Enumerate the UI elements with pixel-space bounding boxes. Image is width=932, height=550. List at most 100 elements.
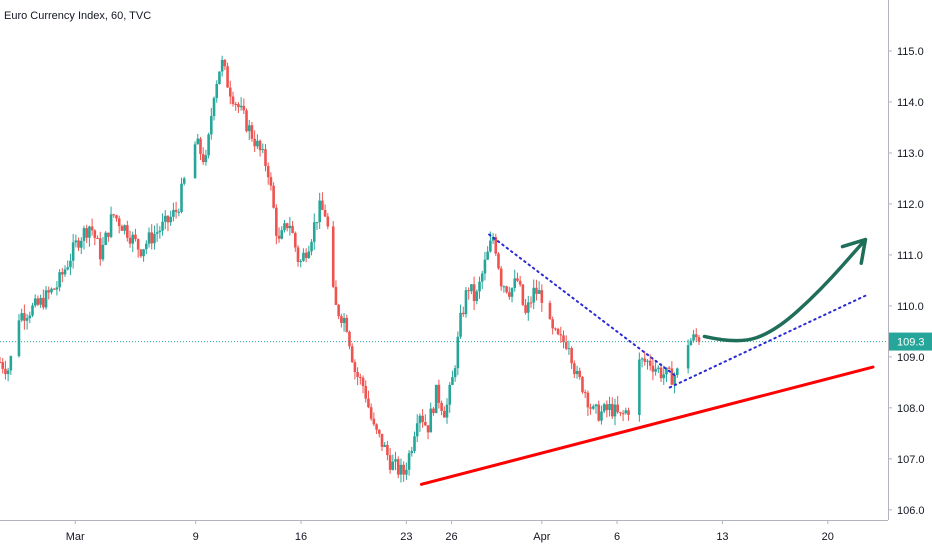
- candle-body: [128, 237, 132, 244]
- candle-body: [621, 413, 625, 415]
- candle-body: [25, 318, 29, 321]
- candle-body: [77, 240, 80, 248]
- candle-body: [231, 96, 235, 104]
- candle-body: [440, 402, 443, 411]
- candle-body: [288, 225, 292, 229]
- candle-body: [237, 104, 240, 108]
- candle-body: [421, 415, 424, 422]
- candle-body: [459, 312, 462, 337]
- candle-body: [63, 269, 67, 275]
- candle-body: [602, 404, 606, 412]
- candle-body: [326, 216, 330, 227]
- candle-body: [112, 214, 116, 216]
- candle-body: [296, 247, 300, 262]
- candle-body: [42, 297, 45, 308]
- candle-body: [535, 287, 538, 294]
- candle-body: [69, 260, 72, 268]
- candle-body: [88, 226, 91, 238]
- candle-body: [277, 235, 281, 239]
- x-tick-label: 6: [614, 531, 620, 543]
- candle-body: [624, 410, 628, 414]
- candle-body: [253, 138, 256, 147]
- candle-body: [391, 461, 395, 470]
- candle-body: [394, 459, 397, 462]
- candle-body: [686, 345, 690, 369]
- candle-body: [58, 272, 61, 288]
- candle-body: [242, 105, 246, 111]
- candle-body: [367, 398, 370, 408]
- candle-body: [31, 305, 34, 316]
- candle-body: [600, 411, 603, 421]
- x-tick-label: 20: [822, 531, 834, 543]
- y-tick-label: 113.0: [897, 148, 924, 160]
- candle-body: [564, 342, 568, 349]
- candle-body: [491, 237, 495, 241]
- candle-body: [570, 348, 573, 364]
- candle-body: [275, 207, 278, 236]
- chart-title: Euro Currency Index, 60, TVC: [4, 10, 151, 22]
- candle-body: [396, 459, 400, 475]
- candle-body: [673, 375, 676, 385]
- candle-body: [345, 317, 349, 332]
- candle-body: [648, 360, 652, 366]
- candle-body: [456, 336, 460, 369]
- price-label: 109.3: [897, 337, 925, 349]
- candle-body: [689, 340, 693, 346]
- candle-body: [662, 374, 666, 379]
- candle-body: [567, 348, 571, 350]
- candle-body: [388, 455, 392, 470]
- candle-body: [196, 138, 200, 145]
- candle-body: [556, 328, 560, 335]
- candle-body: [508, 292, 511, 297]
- candle-body: [180, 183, 183, 212]
- candle-body: [6, 370, 10, 375]
- x-tick-label: Apr: [533, 531, 550, 543]
- candle-body: [372, 418, 376, 425]
- candle-body: [28, 315, 32, 319]
- y-tick-label: 112.0: [897, 199, 924, 211]
- candle-body: [310, 241, 313, 252]
- candle-body: [272, 185, 275, 208]
- candle-body: [47, 290, 51, 293]
- candle-body: [239, 105, 243, 108]
- candle-body: [71, 242, 75, 261]
- candle-body: [586, 392, 590, 408]
- candle-body: [640, 358, 644, 360]
- x-tick-label: 26: [445, 531, 457, 543]
- candle-body: [575, 370, 579, 375]
- candle-body: [581, 377, 584, 393]
- candle-body: [443, 410, 446, 418]
- candle-body: [605, 404, 609, 411]
- candle-body: [299, 260, 303, 262]
- candle-body: [126, 225, 129, 238]
- candle-body: [562, 335, 565, 343]
- candle-body: [96, 237, 99, 239]
- candle-body: [619, 412, 622, 414]
- candle-body: [302, 252, 305, 261]
- candle-body: [356, 372, 359, 377]
- candle-body: [418, 415, 422, 424]
- candle-body: [472, 284, 476, 302]
- candle-body: [161, 221, 164, 231]
- candle-body: [258, 140, 262, 151]
- candle-body: [107, 232, 110, 237]
- candle-body: [451, 377, 454, 385]
- candle-body: [448, 384, 452, 405]
- candle-body: [494, 237, 498, 254]
- candle-body: [134, 234, 137, 240]
- candle-body: [212, 97, 216, 117]
- candle-body: [144, 243, 148, 250]
- candle-body: [307, 251, 311, 258]
- candle-body: [20, 313, 23, 321]
- candle-body: [475, 291, 479, 302]
- x-tick-label: 13: [716, 531, 728, 543]
- candle-body: [304, 252, 308, 258]
- candle-body: [334, 286, 338, 305]
- candle-body: [415, 423, 419, 437]
- candle-body: [293, 232, 297, 248]
- candle-body: [551, 319, 554, 329]
- candle-body: [321, 200, 324, 211]
- candle-body: [510, 287, 514, 297]
- candle-body: [350, 346, 354, 363]
